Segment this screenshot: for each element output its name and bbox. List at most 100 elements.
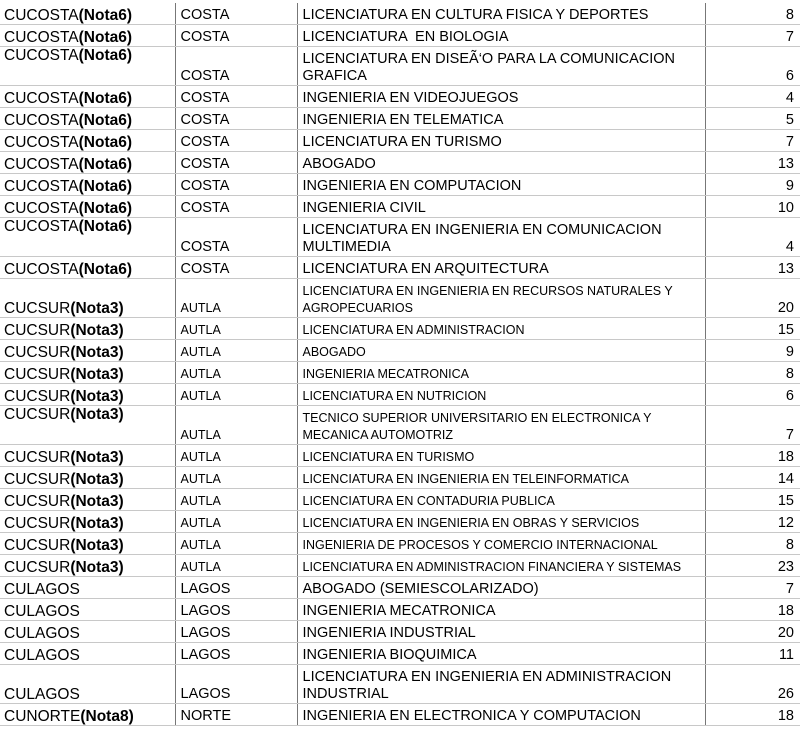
center-name: CULAGOS	[4, 625, 80, 642]
table-row: CUCOSTA(Nota6) COSTA LICENCIATURA EN DISEÃ…	[0, 46, 800, 86]
table-row: CUCSUR(Nota3) AUTLA LICENCIATURA EN INGENI…	[0, 278, 800, 318]
center-name: CUCSUR	[4, 406, 71, 423]
campus-cell: LAGOS	[175, 576, 298, 599]
center-note: (Nota3)	[70, 449, 124, 466]
center-name: CUCOSTA	[4, 156, 79, 173]
program-cell: INGENIERIA BIOQUIMICA	[297, 642, 706, 665]
center-name: CUCSUR	[4, 449, 71, 466]
center-note: (Nota3)	[70, 300, 124, 317]
table-row: CUCSUR(Nota3) AUTLA LICENCIATURA EN TURISM…	[0, 444, 800, 467]
table-row: CUCSUR(Nota3) AUTLA INGENIERIA MECATRONICA…	[0, 361, 800, 384]
count-cell: 13	[705, 256, 800, 279]
center-cell: CUCSUR(Nota3)	[0, 383, 176, 406]
center-cell: CULAGOS	[0, 664, 176, 704]
campus-cell: AUTLA	[175, 361, 298, 384]
table-row: CUNORTE(Nota8) NORTE INGENIERIA EN ELECTRO…	[0, 703, 800, 726]
center-cell: CUCSUR(Nota3)	[0, 554, 176, 577]
center-name: CULAGOS	[4, 647, 80, 664]
table-row: CULAGOS LAGOS INGENIERIA INDUSTRIAL 20	[0, 620, 800, 643]
program-cell: LICENCIATURA EN INGENIERIA EN TELEINFORM…	[297, 466, 706, 489]
program-cell: LICENCIATURA EN INGENIERIA EN OBRAS Y SE…	[297, 510, 706, 533]
center-note: (Nota6)	[78, 7, 133, 24]
program-cell: INGENIERIA CIVIL	[297, 195, 706, 218]
center-note: (Nota3)	[70, 388, 124, 405]
program-table: CUCOSTA(Nota6) COSTA LICENCIATURA EN CULTU…	[0, 3, 800, 726]
center-note: (Nota3)	[70, 344, 124, 361]
table-row: CUCOSTA(Nota6) COSTA ABOGADO 13	[0, 151, 800, 174]
table-row: CUCOSTA(Nota6) COSTA LICENCIATURA EN INGEN…	[0, 217, 800, 257]
count-cell: 7	[705, 405, 800, 445]
center-name: CUCSUR	[4, 366, 71, 383]
center-name: CUCSUR	[4, 537, 71, 554]
center-cell: CULAGOS	[0, 576, 176, 599]
center-cell: CUCOSTA(Nota6)	[0, 151, 176, 174]
campus-cell: AUTLA	[175, 317, 298, 340]
center-name: CUCSUR	[4, 559, 71, 576]
table-row: CUCOSTA(Nota6) COSTA INGENIERIA CIVIL 10	[0, 195, 800, 218]
table-row: CUCOSTA(Nota6) COSTA LICENCIATURA EN TURIS…	[0, 129, 800, 152]
center-cell: CUCSUR(Nota3)	[0, 317, 176, 340]
center-cell: CUCOSTA(Nota6)	[0, 85, 176, 108]
table-row: CUCSUR(Nota3) AUTLA LICENCIATURA EN ADMINI…	[0, 317, 800, 340]
count-cell: 4	[705, 217, 800, 257]
count-cell: 26	[705, 664, 800, 704]
page: CUCOSTA(Nota6) COSTA LICENCIATURA EN CULTU…	[0, 3, 800, 731]
program-cell: LICENCIATURA EN ARQUITECTURA	[297, 256, 706, 279]
center-note: (Nota6)	[78, 178, 133, 195]
center-note: (Nota6)	[78, 112, 133, 129]
center-note: (Nota3)	[70, 515, 124, 532]
center-name: CUCOSTA	[4, 218, 79, 235]
count-cell: 14	[705, 466, 800, 489]
center-note: (Nota6)	[78, 90, 133, 107]
count-cell: 7	[705, 24, 800, 47]
program-cell: INGENIERIA DE PROCESOS Y COMERCIO INTERN…	[297, 532, 706, 555]
center-cell: CUCOSTA(Nota6)	[0, 173, 176, 196]
campus-cell: AUTLA	[175, 488, 298, 511]
center-name: CUCOSTA	[4, 7, 79, 24]
center-cell: CULAGOS	[0, 642, 176, 665]
count-cell: 6	[705, 383, 800, 406]
center-cell: CULAGOS	[0, 598, 176, 621]
center-name: CULAGOS	[4, 581, 80, 598]
count-cell: 7	[705, 129, 800, 152]
count-cell: 15	[705, 488, 800, 511]
program-cell: LICENCIATURA EN INGENIERIA EN COMUNICACI…	[297, 217, 706, 257]
center-name: CUCSUR	[4, 322, 71, 339]
program-cell: LICENCIATURA EN INGENIERIA EN RECURSOS N…	[297, 278, 706, 318]
count-cell: 7	[705, 576, 800, 599]
center-name: CUCOSTA	[4, 112, 79, 129]
center-name: CUCSUR	[4, 344, 71, 361]
center-cell: CUCOSTA(Nota6)	[0, 3, 176, 25]
program-cell: INGENIERIA EN ELECTRONICA Y COMPUTACION	[297, 703, 706, 726]
center-name: CUCSUR	[4, 388, 71, 405]
center-name: CUCOSTA	[4, 200, 79, 217]
center-cell: CUCSUR(Nota3)	[0, 466, 176, 489]
center-note: (Nota3)	[70, 537, 124, 554]
center-note: (Nota6)	[78, 156, 133, 173]
center-cell: CUCOSTA(Nota6)	[0, 24, 176, 47]
center-cell: CUCSUR(Nota3)	[0, 405, 176, 445]
count-cell: 8	[705, 532, 800, 555]
center-name: CUCOSTA	[4, 178, 79, 195]
center-cell: CUCSUR(Nota3)	[0, 532, 176, 555]
campus-cell: COSTA	[175, 173, 298, 196]
center-note: (Nota3)	[70, 559, 124, 576]
campus-cell: AUTLA	[175, 554, 298, 577]
table-row: CULAGOS LAGOS LICENCIATURA EN INGENIERIA E…	[0, 664, 800, 704]
center-note: (Nota3)	[70, 493, 124, 510]
center-cell: CULAGOS	[0, 620, 176, 643]
program-cell: INGENIERIA EN COMPUTACION	[297, 173, 706, 196]
campus-cell: AUTLA	[175, 510, 298, 533]
center-cell: CUCSUR(Nota3)	[0, 339, 176, 362]
table-row: CUCOSTA(Nota6) COSTA LICENCIATURA EN BIOLO…	[0, 24, 800, 47]
count-cell: 20	[705, 620, 800, 643]
table-row: CUCSUR(Nota3) AUTLA ABOGADO 9	[0, 339, 800, 362]
count-cell: 18	[705, 444, 800, 467]
count-cell: 13	[705, 151, 800, 174]
campus-cell: COSTA	[175, 256, 298, 279]
program-cell: LICENCIATURA EN CULTURA FISICA Y DEPORTE…	[297, 3, 706, 25]
table-row: CUCSUR(Nota3) AUTLA INGENIERIA DE PROCESOS…	[0, 532, 800, 555]
table-row: CUCSUR(Nota3) AUTLA LICENCIATURA EN CONTAD…	[0, 488, 800, 511]
table-row: CUCOSTA(Nota6) COSTA INGENIERIA EN VIDEOJU…	[0, 85, 800, 108]
campus-cell: COSTA	[175, 107, 298, 130]
